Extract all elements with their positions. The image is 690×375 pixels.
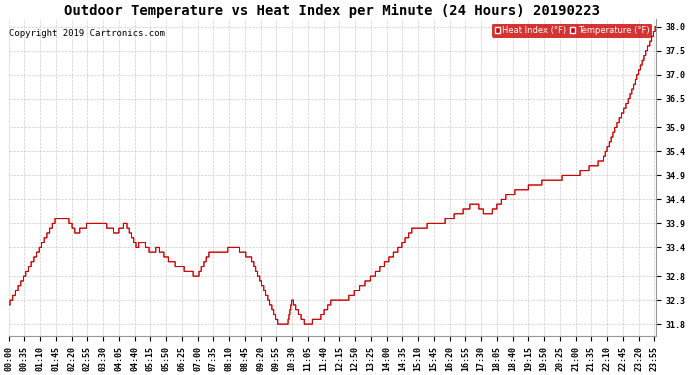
Heat Index (°F) (273, 322, 282, 326)
Temperature (°F) (132, 245, 141, 250)
Line: Heat Index (°F): Heat Index (°F) (9, 27, 656, 324)
Heat Index (°F) (651, 24, 660, 29)
Heat Index (°F) (5, 303, 13, 307)
Temperature (°F) (652, 24, 660, 29)
Temperature (°F) (273, 322, 282, 326)
Legend: Heat Index (°F), Temperature (°F): Heat Index (°F), Temperature (°F) (492, 24, 652, 38)
Temperature (°F) (434, 221, 442, 226)
Text: Copyright 2019 Cartronics.com: Copyright 2019 Cartronics.com (9, 29, 165, 38)
Temperature (°F) (148, 250, 157, 254)
Heat Index (°F) (132, 245, 141, 250)
Heat Index (°F) (518, 188, 526, 192)
Temperature (°F) (5, 303, 13, 307)
Title: Outdoor Temperature vs Heat Index per Minute (24 Hours) 20190223: Outdoor Temperature vs Heat Index per Mi… (64, 4, 600, 18)
Temperature (°F) (518, 188, 526, 192)
Heat Index (°F) (652, 24, 660, 29)
Temperature (°F) (575, 173, 584, 178)
Heat Index (°F) (434, 221, 442, 226)
Heat Index (°F) (221, 250, 229, 254)
Heat Index (°F) (148, 250, 157, 254)
Line: Temperature (°F): Temperature (°F) (9, 27, 656, 324)
Heat Index (°F) (575, 173, 584, 178)
Temperature (°F) (651, 24, 660, 29)
Temperature (°F) (221, 250, 229, 254)
